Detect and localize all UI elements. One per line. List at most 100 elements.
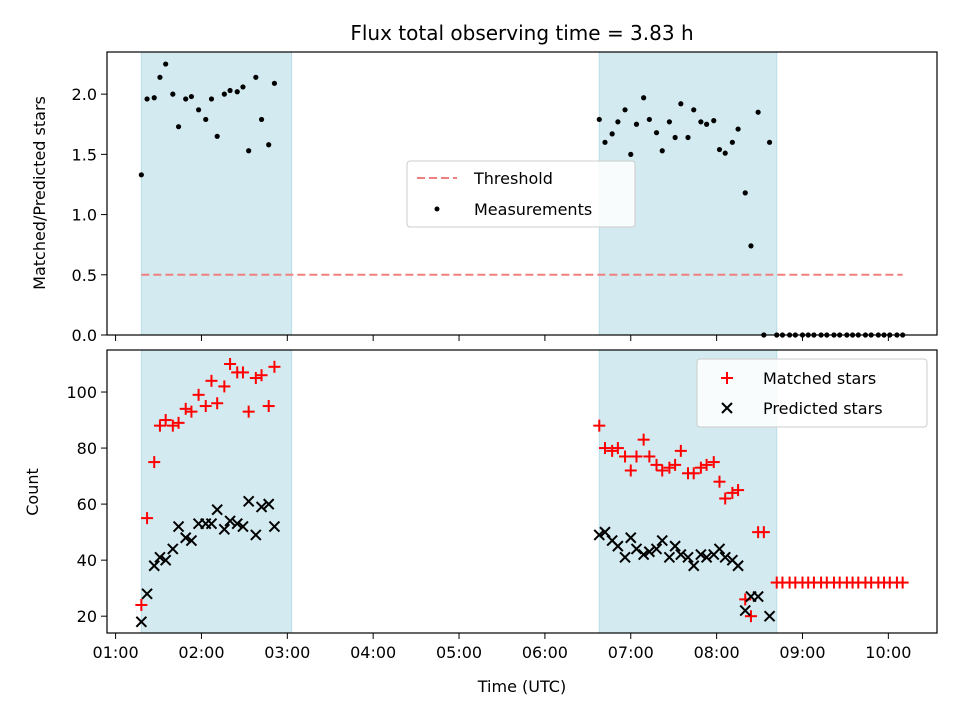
predicted-star-point bbox=[154, 551, 166, 564]
matched-star-point bbox=[656, 464, 669, 477]
matched-star-point bbox=[179, 402, 192, 415]
matched-star-point bbox=[674, 444, 687, 457]
legend-predicted-swatch bbox=[721, 402, 733, 414]
measurement-point bbox=[227, 87, 233, 94]
legend-threshold-label: Threshold bbox=[473, 169, 553, 188]
measurement-point bbox=[748, 243, 754, 249]
measurement-point bbox=[183, 96, 189, 102]
top-y-tick-label: 1.5 bbox=[72, 145, 97, 164]
matched-star-point bbox=[757, 526, 770, 539]
matched-star-point bbox=[159, 414, 172, 427]
top-legend-box bbox=[406, 160, 636, 228]
predicted-star-point bbox=[262, 498, 275, 510]
matched-star-point bbox=[192, 388, 205, 401]
measurement-point bbox=[766, 139, 773, 145]
measurement-point bbox=[221, 91, 227, 97]
measurement-point bbox=[685, 134, 691, 141]
matched-star-point bbox=[650, 458, 663, 471]
predicted-star-point bbox=[255, 501, 268, 513]
legend-matched-label: Matched stars bbox=[763, 369, 876, 388]
predicted-star-point bbox=[656, 534, 668, 547]
matched-star-point bbox=[599, 442, 611, 455]
predicted-star-point bbox=[593, 529, 605, 541]
measurement-point bbox=[666, 119, 672, 125]
legend-measurements-label: Measurements bbox=[474, 200, 592, 219]
measurement-point bbox=[729, 139, 735, 145]
measurement-point bbox=[246, 148, 252, 154]
measurement-point bbox=[615, 119, 621, 125]
x-tick-label: 03:00 bbox=[264, 643, 310, 662]
predicted-star-point bbox=[619, 551, 631, 564]
predicted-star-point bbox=[242, 495, 255, 508]
matched-star-point bbox=[707, 456, 720, 469]
measurement-point bbox=[659, 148, 665, 154]
matched-star-point bbox=[643, 450, 656, 463]
measurement-point bbox=[188, 93, 195, 100]
predicted-star-point bbox=[250, 529, 262, 541]
predicted-star-point bbox=[185, 534, 198, 547]
matched-star-point bbox=[135, 598, 148, 611]
measurement-point bbox=[609, 131, 615, 137]
predicted-star-point bbox=[719, 551, 731, 564]
measurement-point bbox=[646, 116, 652, 123]
matched-star-point bbox=[224, 358, 237, 371]
predicted-star-point bbox=[713, 543, 726, 555]
predicted-star-point bbox=[763, 610, 776, 622]
matched-star-point bbox=[726, 486, 739, 499]
measurement-point bbox=[163, 61, 169, 67]
matched-star-point bbox=[249, 372, 262, 385]
measurement-point bbox=[234, 89, 240, 95]
matched-star-point bbox=[255, 369, 268, 382]
measurement-point bbox=[214, 133, 220, 139]
matched-star-point bbox=[630, 450, 643, 463]
predicted-star-point bbox=[675, 548, 687, 561]
predicted-star-point bbox=[135, 616, 148, 628]
bottom-legend: Matched stars Predicted stars bbox=[696, 358, 928, 428]
measurement-point bbox=[157, 74, 163, 80]
top-y-tick-label: 1.0 bbox=[72, 206, 97, 225]
matched-star-point bbox=[205, 374, 218, 387]
measurement-point bbox=[258, 116, 265, 123]
matched-star-point bbox=[611, 442, 624, 455]
x-tick-label: 08:00 bbox=[694, 643, 740, 662]
measurement-point bbox=[195, 107, 202, 113]
x-axis-label: Time (UTC) bbox=[477, 677, 566, 696]
measurement-point bbox=[691, 107, 697, 113]
matched-star-point bbox=[619, 450, 632, 463]
x-tick-label: 05:00 bbox=[436, 643, 482, 662]
top-y-tick-label: 2.0 bbox=[72, 85, 97, 104]
measurement-point bbox=[240, 84, 246, 90]
x-tick-label: 02:00 bbox=[178, 643, 224, 662]
predicted-star-point bbox=[148, 560, 160, 572]
measurement-point bbox=[641, 95, 647, 101]
measurement-point bbox=[208, 96, 215, 102]
matched-star-point bbox=[262, 400, 275, 413]
matched-star-point bbox=[719, 492, 732, 505]
measurement-point bbox=[698, 119, 704, 125]
measurement-point bbox=[138, 172, 144, 178]
measurement-point bbox=[253, 74, 259, 80]
measurement-point bbox=[271, 80, 278, 86]
bottom-observing-span-1 bbox=[140, 349, 293, 634]
x-tick-label: 04:00 bbox=[350, 643, 396, 662]
predicted-star-point bbox=[630, 543, 643, 555]
measurement-point bbox=[722, 150, 728, 156]
predicted-star-point bbox=[612, 540, 624, 552]
predicted-star-point bbox=[211, 504, 223, 516]
predicted-star-point bbox=[695, 548, 707, 561]
predicted-star-point bbox=[669, 540, 681, 552]
measurement-point bbox=[602, 139, 608, 145]
predicted-star-point bbox=[688, 560, 700, 572]
matched-star-point bbox=[242, 405, 255, 418]
predicted-star-point bbox=[625, 532, 637, 544]
matched-star-point bbox=[148, 456, 161, 469]
measurement-point bbox=[672, 134, 678, 141]
matched-star-point bbox=[593, 419, 606, 432]
matched-star-point bbox=[172, 416, 185, 429]
matched-star-point bbox=[896, 576, 909, 589]
measurement-point bbox=[596, 116, 602, 123]
predicted-star-point bbox=[167, 543, 179, 555]
measurement-point bbox=[151, 95, 157, 101]
measurement-point bbox=[653, 130, 660, 136]
